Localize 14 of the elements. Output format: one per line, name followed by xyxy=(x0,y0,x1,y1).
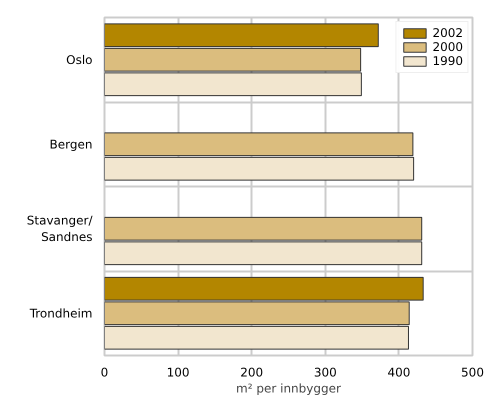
x-tick-label: 0 xyxy=(100,366,108,380)
y-tick-label: Trondheim xyxy=(28,306,92,320)
y-tick-label: Stavanger/Sandnes xyxy=(26,213,94,244)
legend-label: 2002 xyxy=(432,26,463,40)
legend-label: 2000 xyxy=(432,40,463,54)
legend-label: 1990 xyxy=(432,54,463,68)
y-tick-label: Bergen xyxy=(50,137,93,152)
x-tick-label: 200 xyxy=(240,366,264,380)
x-tick-label: 300 xyxy=(314,366,337,380)
y-tick-label: Oslo xyxy=(66,52,92,67)
x-tick-label: 100 xyxy=(166,366,190,380)
x-tick-label: 400 xyxy=(387,366,410,380)
x-tick-label: 500 xyxy=(461,366,484,380)
x-axis-title: m² per innbygger xyxy=(236,382,342,396)
